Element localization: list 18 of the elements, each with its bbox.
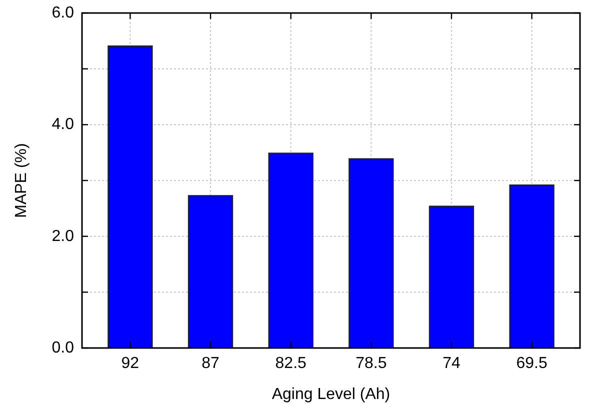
bar <box>509 184 554 348</box>
bar <box>108 45 153 348</box>
x-tick-label: 78.5 <box>356 355 387 372</box>
y-tick-label: 2.0 <box>52 228 74 245</box>
y-axis-title: MAPE (%) <box>13 143 30 218</box>
bar <box>428 206 474 348</box>
x-tick-label: 87 <box>202 355 220 372</box>
bar <box>188 195 234 348</box>
y-tick-label: 6.0 <box>52 4 74 22</box>
x-tick-label: 82.5 <box>275 355 307 372</box>
x-axis-title: Aging Level (Ah) <box>272 386 390 403</box>
x-tick-label: 74 <box>442 355 460 372</box>
y-tick-label: 4.0 <box>52 116 74 134</box>
y-tick-label: 0.0 <box>52 340 74 356</box>
bar <box>348 158 394 348</box>
x-tick-label: 92 <box>121 355 140 372</box>
bar <box>268 152 314 348</box>
x-tick-label: 69.5 <box>516 355 548 372</box>
